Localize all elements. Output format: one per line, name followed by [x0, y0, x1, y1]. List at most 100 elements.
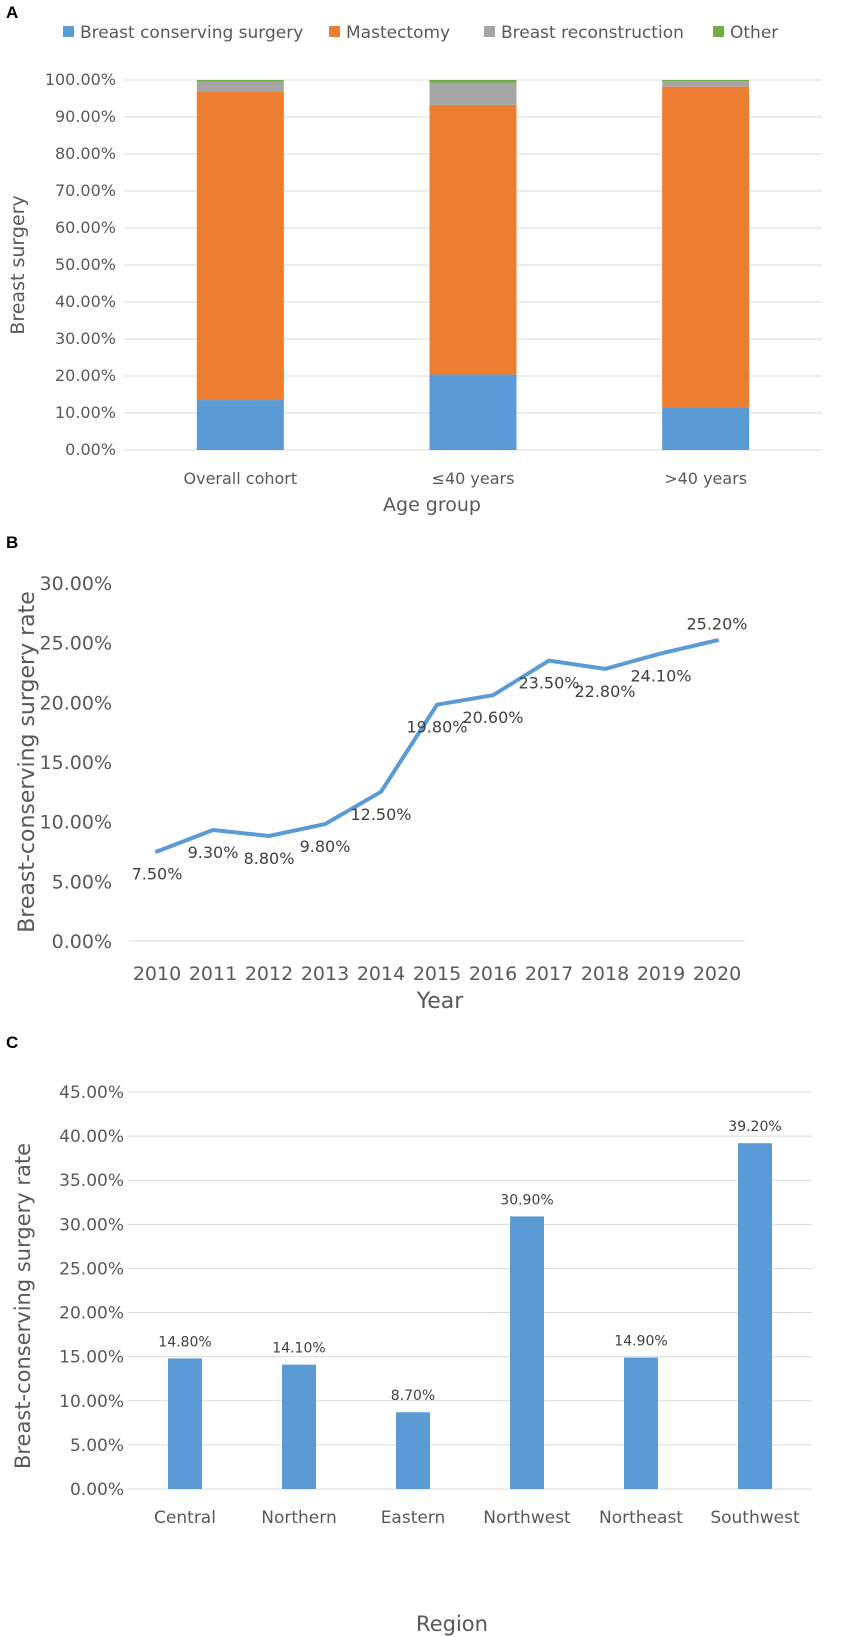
panel-c-x-tick-label: Northern: [261, 1508, 336, 1528]
panel-b-line-chart: B 7.50% 9.30% 8.80% 9.80% 12.50% 19.80%20.60%…: [6, 533, 748, 1014]
panel-a-letter: A: [6, 3, 18, 22]
panel-b-data-labels: 7.50% 9.30% 8.80% 9.80% 12.50% 19.80%20.60% 23…: [132, 614, 748, 883]
panel-a-bar-40-years-other: [429, 80, 517, 83]
panel-a-y-tick-label: 80.00%: [55, 144, 116, 163]
panel-a-bar-overall-cohort-other: [196, 80, 284, 82]
panel-a-legend-swatch-breast-conserving-surgery: [63, 26, 74, 37]
panel-b-x-tick-label: 2017: [525, 963, 573, 985]
panel-a-stacked-bar-chart: A Breast conserving surgery Mastectomy Bre…: [6, 3, 822, 516]
panel-c-gridlines: [128, 1091, 812, 1490]
panel-a-bar-40-years-mastectomy: [662, 86, 750, 408]
panel-c-x-tick-label: Southwest: [710, 1508, 800, 1528]
panel-b-x-tick-label: 2010: [133, 963, 181, 985]
panel-a-x-tick-label: >40 years: [664, 469, 747, 488]
panel-c-y-tick-label: 10.00%: [59, 1392, 124, 1412]
panel-b-data-label: 9.80%: [300, 837, 351, 856]
panel-c-y-tick-label: 5.00%: [70, 1436, 124, 1456]
panel-b-data-label: 7.50%: [132, 865, 183, 884]
panel-c-x-tick-label: Northeast: [599, 1508, 683, 1528]
panel-b-x-tick-label: 2015: [413, 963, 461, 985]
panel-b-y-tick-label: 25.00%: [40, 633, 112, 655]
panel-a-bars: [196, 80, 750, 450]
panel-b-x-tick-label: 2016: [469, 963, 517, 985]
panel-a-y-tick-label: 100.00%: [45, 70, 116, 89]
panel-a-bar-40-years-mastectomy: [429, 104, 517, 375]
panel-a-bar-40-years-breast-reconstruction: [662, 81, 750, 87]
panel-b-x-tick-label: 2014: [357, 963, 405, 985]
panel-b-data-label: 25.20%: [686, 614, 747, 633]
panel-a-y-tick-label: 0.00%: [65, 440, 116, 459]
panel-a-legend-swatch-other: [713, 26, 724, 37]
panel-b-x-tick-label: 2018: [581, 963, 629, 985]
panel-a-bar-40-years-breast-conserving-surgery: [662, 407, 750, 450]
panel-a-bar-40-years-breast-conserving-surgery: [429, 374, 517, 450]
panel-a-y-tick-label: 20.00%: [55, 366, 116, 385]
panel-c-x-axis-title: Region: [416, 1612, 488, 1636]
panel-c-y-tick-label: 40.00%: [59, 1127, 124, 1147]
panel-b-y-tick-label: 20.00%: [40, 692, 112, 714]
panel-c-data-label: 30.90%: [500, 1192, 553, 1208]
panel-c-bar-northwest: [510, 1216, 544, 1489]
panel-b-x-tick-label: 2011: [189, 963, 237, 985]
panel-a-legend-label: Breast reconstruction: [501, 23, 684, 43]
panel-b-data-label: 9.30%: [188, 843, 239, 862]
panel-b-x-tick-label: 2020: [693, 963, 741, 985]
panel-c-letter: C: [6, 1033, 18, 1052]
panel-a-y-tick-label: 50.00%: [55, 255, 116, 274]
panel-b-x-tick-label: 2019: [637, 963, 685, 985]
panel-a-x-ticks: Overall cohort ≤40 years >40 years: [184, 469, 748, 488]
panel-b-data-label: 24.10%: [630, 666, 691, 685]
panel-c-data-label: 14.10%: [272, 1341, 325, 1357]
panel-a-y-tick-label: 30.00%: [55, 329, 116, 348]
panel-b-x-tick-label: 2013: [301, 963, 349, 985]
panel-c-y-tick-label: 0.00%: [70, 1480, 124, 1500]
panel-c-data-label: 39.20%: [728, 1119, 781, 1135]
panel-a-legend-swatch-mastectomy: [329, 26, 340, 37]
panel-a-x-tick-label: ≤40 years: [432, 469, 515, 488]
panel-b-y-tick-label: 5.00%: [52, 871, 112, 893]
panel-c-bar-central: [168, 1358, 202, 1489]
panel-c-y-tick-label: 15.00%: [59, 1348, 124, 1368]
panel-b-data-label: 8.80%: [244, 849, 295, 868]
panel-c-x-tick-label: Eastern: [381, 1508, 446, 1528]
panel-c-bar-chart: C 14.80% 14.10% 8.70% 30.90% 14.90% 39.20% 0.…: [6, 1033, 812, 1636]
panel-c-x-tick-label: Northwest: [483, 1508, 571, 1528]
panel-b-y-ticks: 0.00% 5.00% 10.00% 15.00% 20.00% 25.00% 30.00%: [40, 573, 112, 953]
panel-b-data-label: 23.50%: [518, 674, 579, 693]
panel-b-y-tick-label: 0.00%: [52, 931, 112, 953]
panel-a-legend-swatch-breast-reconstruction: [484, 26, 495, 37]
panel-b-letter: B: [6, 533, 18, 552]
panel-c-y-tick-label: 35.00%: [59, 1171, 124, 1191]
panel-b-data-label: 20.60%: [462, 708, 523, 727]
panel-a-x-tick-label: Overall cohort: [184, 469, 298, 488]
panel-a-legend-label: Breast conserving surgery: [80, 23, 303, 43]
panel-b-data-label: 19.80%: [406, 718, 467, 737]
panel-a-y-tick-label: 60.00%: [55, 218, 116, 237]
panel-a-bar-40-years-breast-reconstruction: [429, 82, 517, 105]
panel-a-x-axis-title: Age group: [383, 494, 481, 516]
panel-c-x-ticks: Central Northern Eastern Northwest Northeast…: [154, 1508, 800, 1528]
panel-c-data-label: 14.80%: [158, 1334, 211, 1350]
panel-b-data-label: 12.50%: [350, 805, 411, 824]
panel-c-y-axis-title: Breast-conserving surgery rate: [11, 1143, 35, 1469]
panel-c-bar-southwest: [738, 1143, 772, 1489]
panel-a-bar-40-years-other: [662, 80, 750, 82]
panel-c-y-tick-label: 20.00%: [59, 1304, 124, 1324]
panel-c-x-tick-label: Central: [154, 1508, 216, 1528]
panel-b-y-axis-title: Breast-conserving surgery rate: [15, 591, 40, 933]
panel-a-y-tick-label: 90.00%: [55, 107, 116, 126]
panel-b-y-tick-label: 15.00%: [40, 752, 112, 774]
panel-c-y-tick-label: 45.00%: [59, 1083, 124, 1103]
panel-c-bar-northern: [282, 1364, 316, 1489]
panel-a-y-ticks: 0.00% 10.00% 20.00% 30.00% 40.00% 50.00% 60.00…: [45, 70, 116, 459]
panel-b-series-line: [155, 638, 719, 854]
panel-c-data-label: 8.70%: [391, 1388, 435, 1404]
panel-c-bar-northeast: [624, 1357, 658, 1489]
panel-a-bar-overall-cohort-breast-conserving-surgery: [196, 400, 284, 450]
panel-c-bars: [168, 1143, 772, 1489]
panel-a-bar-overall-cohort-breast-reconstruction: [196, 81, 284, 92]
panel-a-y-tick-label: 10.00%: [55, 403, 116, 422]
panel-a-legend-label: Other: [730, 23, 778, 43]
panel-a-legend: Breast conserving surgery Mastectomy Breas…: [63, 23, 778, 43]
